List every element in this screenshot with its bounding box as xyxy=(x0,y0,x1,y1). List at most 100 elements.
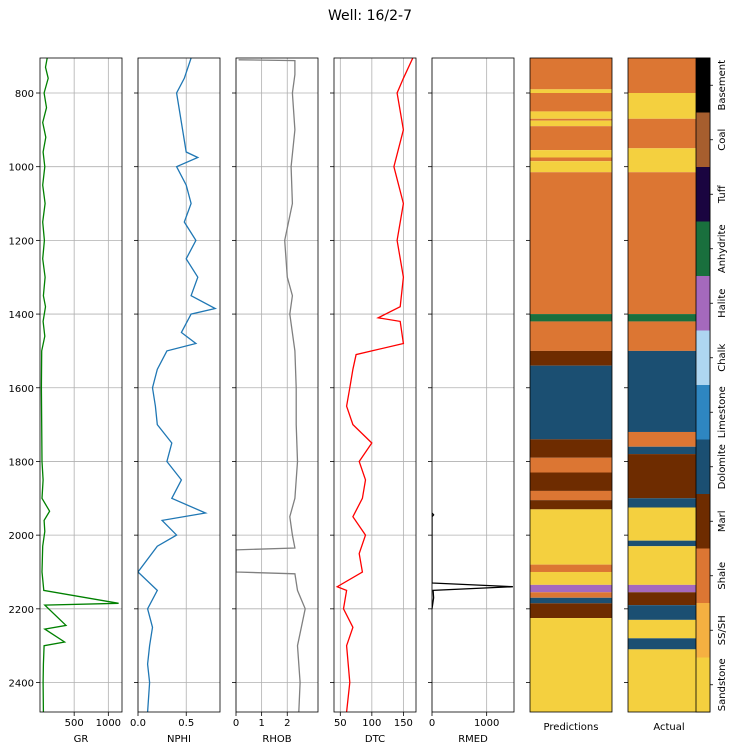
depth-tick-label: 1600 xyxy=(9,384,34,395)
predictions-interval-4 xyxy=(530,118,612,121)
predictions-interval-18 xyxy=(530,490,612,501)
x-tick-label-0: 500 xyxy=(65,718,84,729)
legend-swatch-tuff xyxy=(696,167,710,222)
curve-rhob xyxy=(236,59,306,712)
predictions-interval-20 xyxy=(530,509,612,565)
predictions-interval-9 xyxy=(530,161,612,173)
predictions-interval-23 xyxy=(530,584,612,593)
track-frame xyxy=(431,57,515,713)
legend-label-limestone: Limestone xyxy=(717,386,728,438)
actual-interval-20 xyxy=(628,638,710,650)
predictions-interval-1 xyxy=(530,89,612,94)
actual-interval-19 xyxy=(628,619,710,639)
track-frame xyxy=(333,57,417,713)
legend-swatch-dolomite xyxy=(696,439,710,494)
legend-swatch-anhydrite xyxy=(696,221,710,276)
predictions-interval-15 xyxy=(530,439,612,458)
legend-label-chalk: Chalk xyxy=(717,344,728,372)
legend-swatch-shale xyxy=(696,548,710,603)
depth-tick-label: 2400 xyxy=(9,679,34,690)
predictions-interval-14 xyxy=(530,365,612,440)
depth-tick-label: 1200 xyxy=(9,236,34,247)
legend-swatch-coal xyxy=(696,112,710,167)
x-tick-label-1: 1000 xyxy=(96,718,121,729)
track-gr: 800 1000 1200 1400 1600 1800 2000 2200 2400 500 10… xyxy=(9,57,123,745)
predictions-interval-2 xyxy=(530,93,612,112)
predictions-interval-26 xyxy=(530,603,612,619)
x-tick-label-0: 50 xyxy=(334,718,347,729)
track-rmed: 0 1000 RMED xyxy=(428,57,515,745)
x-tick-label-1: 0.5 xyxy=(178,718,194,729)
legend-swatch-marl xyxy=(696,494,710,549)
actual-interval-9 xyxy=(628,431,710,447)
track-dtc: 50 100 150 DTC xyxy=(330,57,417,745)
legend-swatch-limestone xyxy=(696,385,710,440)
legend-label-anhydrite: Anhydrite xyxy=(717,224,728,273)
predictions-interval-11 xyxy=(530,314,612,322)
x-axis-label-gr: GR xyxy=(74,734,89,745)
legend-label-dolomite: Dolomite xyxy=(717,444,728,489)
legend-label-basement: Basement xyxy=(717,60,728,111)
actual-interval-3 xyxy=(628,148,710,164)
legend-swatch-halite xyxy=(696,276,710,331)
predictions-interval-6 xyxy=(530,126,612,151)
track-frame xyxy=(39,57,123,713)
predictions-interval-25 xyxy=(530,597,612,604)
actual-interval-10 xyxy=(628,446,710,455)
x-axis-label-rmed: RMED xyxy=(458,734,488,745)
actual-interval-18 xyxy=(628,605,710,620)
actual-interval-4 xyxy=(628,163,710,173)
predictions-interval-22 xyxy=(530,571,612,585)
legend-swatch-basement xyxy=(696,58,710,113)
track-nphi: 0.0 0.5 NPHI xyxy=(130,57,221,745)
track-frame xyxy=(137,57,221,713)
facies-legend: Sandstone SS/SH Shale Marl Dolomite Limestone… xyxy=(695,57,728,713)
predictions-interval-7 xyxy=(530,150,612,158)
predictions-interval-13 xyxy=(530,350,612,366)
depth-tick-label: 2200 xyxy=(9,605,34,616)
x-tick-label-0: 0.0 xyxy=(130,718,146,729)
depth-tick-label: 1400 xyxy=(9,310,34,321)
x-tick-label-0: 0 xyxy=(233,718,239,729)
x-axis-label-rhob: RHOB xyxy=(262,734,291,745)
curve-gr xyxy=(40,58,119,712)
legend-label-shale: Shale xyxy=(717,562,728,590)
predictions-interval-27 xyxy=(530,618,612,712)
legend-frame xyxy=(695,57,711,713)
legend-label-sssh: SS/SH xyxy=(717,615,728,645)
x-tick-label-2: 2 xyxy=(284,718,290,729)
actual-interval-6 xyxy=(628,314,710,322)
predictions-label: Predictions xyxy=(544,722,599,733)
x-tick-label-1: 1 xyxy=(258,718,264,729)
legend-label-halite: Halite xyxy=(717,289,728,318)
predictions-frame xyxy=(529,57,613,713)
x-axis-label-nphi: NPHI xyxy=(167,734,191,745)
predictions-interval-24 xyxy=(530,592,612,598)
facies-group: Predictions Actual xyxy=(526,57,711,733)
predictions-interval-17 xyxy=(530,472,612,491)
predictions-interval-5 xyxy=(530,120,612,127)
actual-interval-16 xyxy=(628,584,710,593)
actual-interval-12 xyxy=(628,498,710,508)
predictions-interval-3 xyxy=(530,111,612,119)
depth-tick-label: 1000 xyxy=(9,163,34,174)
predictions-interval-16 xyxy=(530,457,612,473)
track-rhob: 0 1 2 RHOB xyxy=(232,57,319,745)
x-tick-label-0: 0 xyxy=(429,718,435,729)
predictions-interval-21 xyxy=(530,564,612,572)
predictions-interval-8 xyxy=(530,157,612,162)
depth-tick-label: 1800 xyxy=(9,457,34,468)
legend-label-marl: Marl xyxy=(717,510,728,532)
legend-swatch-sandstone xyxy=(696,657,710,712)
actual-label: Actual xyxy=(653,722,684,733)
x-tick-label-1: 1000 xyxy=(474,718,499,729)
x-tick-label-2: 150 xyxy=(394,718,413,729)
curve-rmed xyxy=(432,512,513,609)
legend-label-tuff: Tuff xyxy=(717,184,728,204)
depth-tick-label: 800 xyxy=(15,89,34,100)
predictions-column: Predictions xyxy=(526,57,613,733)
curve-dtc xyxy=(335,58,414,712)
actual-interval-17 xyxy=(628,592,710,606)
